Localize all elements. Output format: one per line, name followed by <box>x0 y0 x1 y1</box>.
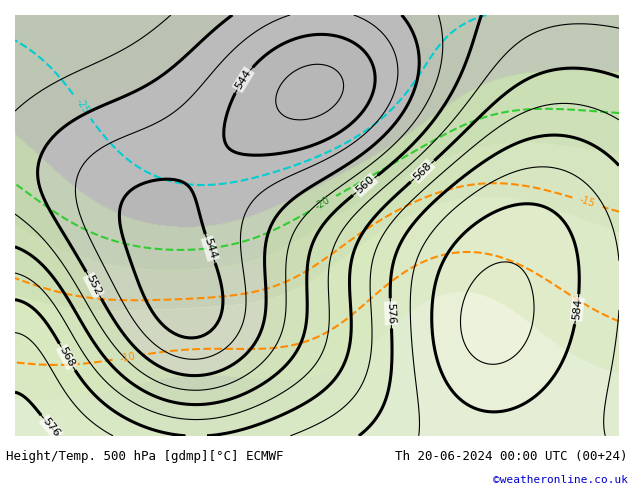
Text: Height/Temp. 500 hPa [gdmp][°C] ECMWF: Height/Temp. 500 hPa [gdmp][°C] ECMWF <box>6 450 284 463</box>
Text: 576: 576 <box>385 303 396 324</box>
Text: -10: -10 <box>119 351 137 364</box>
Text: -15: -15 <box>578 195 597 209</box>
Text: 552: 552 <box>84 273 103 297</box>
Text: Th 20-06-2024 00:00 UTC (00+24): Th 20-06-2024 00:00 UTC (00+24) <box>395 450 628 463</box>
Text: -25: -25 <box>74 97 91 116</box>
Text: 544: 544 <box>202 237 218 260</box>
Text: 576: 576 <box>41 416 61 439</box>
Text: 544: 544 <box>233 68 253 92</box>
Text: -20: -20 <box>313 195 332 212</box>
Text: 568: 568 <box>58 345 77 368</box>
Text: 568: 568 <box>411 160 434 182</box>
Text: 584: 584 <box>571 298 583 320</box>
Text: 560: 560 <box>354 174 377 196</box>
Text: ©weatheronline.co.uk: ©weatheronline.co.uk <box>493 475 628 485</box>
